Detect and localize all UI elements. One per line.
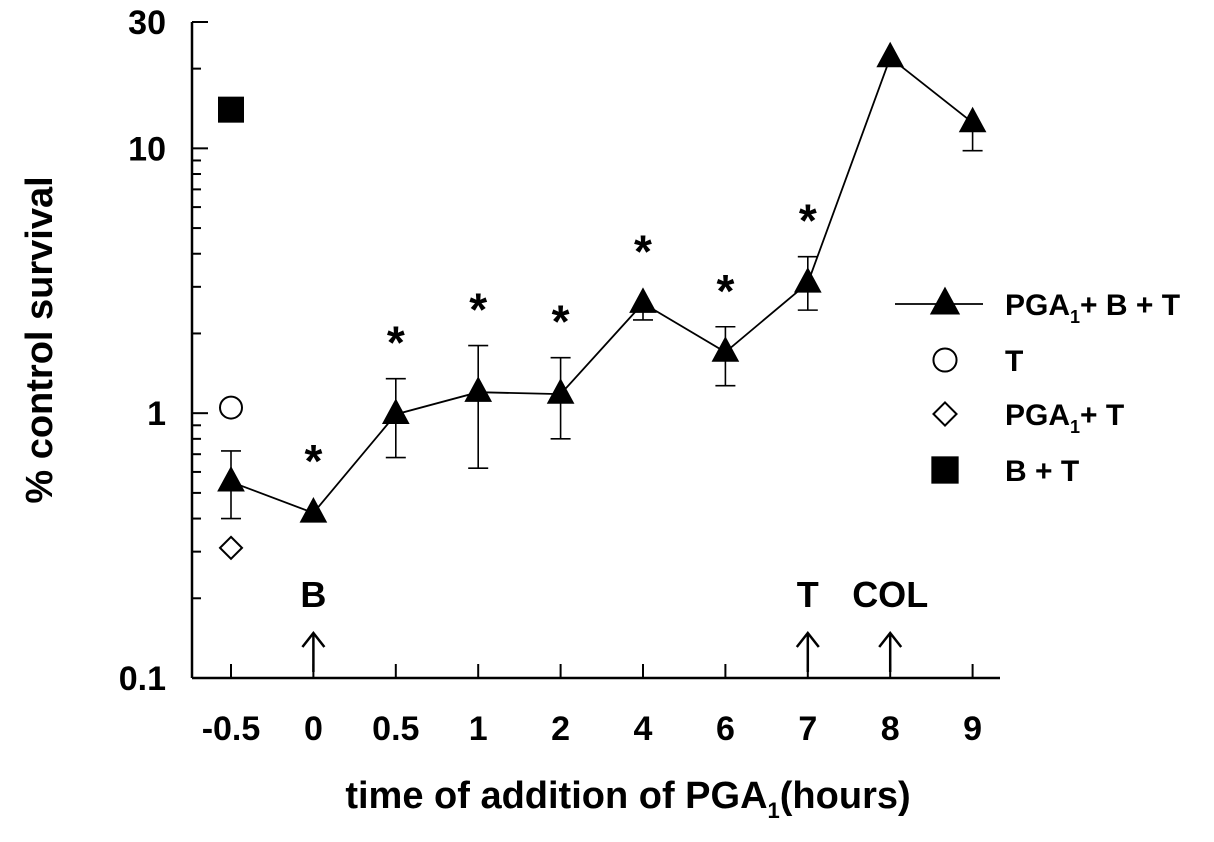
triangle-marker: [464, 376, 493, 402]
annotation-label: COL: [852, 574, 928, 615]
diamond-marker: [218, 535, 244, 561]
axes: [190, 22, 1000, 680]
triangle-marker: [793, 267, 822, 293]
triangle-marker: [299, 497, 328, 523]
annotation-b: B: [300, 574, 326, 672]
series-open-diamond: [218, 535, 244, 561]
x-tick-label: 4: [634, 710, 653, 748]
legend-item: PGA1+ T: [932, 399, 1124, 437]
series-filled-square: [218, 96, 244, 123]
x-tick-label: 7: [798, 710, 817, 748]
triangle-marker: [876, 41, 905, 68]
y-tick-label: 30: [128, 4, 166, 42]
significance-star: *: [469, 284, 487, 336]
x-tick-label: 0: [304, 710, 323, 748]
x-tick-label: 9: [963, 710, 982, 748]
y-axis-title: % control survival: [19, 176, 61, 503]
legend-label: PGA1+ T: [1005, 399, 1124, 437]
y-tick-label: 10: [128, 130, 166, 168]
series-layer: * * * * * * *: [217, 41, 987, 561]
annotations-layer: B T COL: [300, 574, 928, 672]
legend-item: T: [932, 345, 1023, 378]
significance-star: *: [634, 225, 652, 277]
legend-label: PGA1+ B + T: [1005, 289, 1180, 327]
significance-star: *: [304, 435, 322, 487]
triangle-marker: [711, 336, 740, 362]
annotation-col: COL: [852, 574, 928, 672]
x-axis-title-tail: (hours): [780, 775, 911, 817]
square-marker: [218, 96, 244, 123]
legend-label: B + T: [1005, 455, 1079, 488]
triangle-marker: [958, 106, 987, 133]
y-tick-label: 1: [147, 395, 166, 433]
triangle-marker: [546, 378, 575, 404]
series-line: [230, 56, 974, 515]
triangle-marker: [217, 466, 245, 492]
significance-star: *: [799, 195, 817, 247]
x-ticks: -0.5 0 0.5 1 2 4 6 7 8 9: [202, 664, 982, 748]
x-tick-label: 8: [881, 710, 900, 748]
series-filled-triangle: * * * * * * *: [217, 41, 987, 523]
x-tick-label: -0.5: [202, 710, 261, 748]
triangle-marker: [381, 398, 410, 424]
triangle-marker: [929, 286, 961, 315]
legend-item: B + T: [931, 455, 1079, 488]
legend-label: T: [1005, 345, 1023, 378]
y-ticks: 0.1 1 10 30: [119, 4, 208, 698]
x-tick-label: 2: [551, 710, 570, 748]
significance-star: *: [552, 296, 570, 348]
x-axis-title-main: time of addition of PGA: [345, 775, 767, 817]
x-tick-label: 1: [469, 710, 488, 748]
significance-star: *: [716, 265, 734, 317]
circle-marker: [219, 395, 243, 420]
annotation-t: T: [795, 574, 820, 672]
significance-star: *: [387, 317, 405, 369]
annotation-label: B: [300, 574, 326, 615]
x-tick-label: 6: [716, 710, 735, 748]
x-axis-title: time of addition of PGA1(hours): [345, 775, 910, 823]
legend-item: PGA1+ B + T: [895, 286, 1180, 327]
square-marker: [931, 456, 959, 484]
x-tick-label: 0.5: [372, 710, 419, 748]
annotation-label: T: [797, 574, 819, 615]
diamond-marker: [932, 401, 958, 427]
x-axis-title-subscript: 1: [768, 798, 780, 823]
annotation-arrow-head: [301, 630, 326, 648]
annotation-arrow-head: [795, 630, 820, 648]
annotation-arrow-head: [878, 630, 903, 648]
series-open-circle: [219, 395, 243, 420]
legend: PGA1+ B + T T PGA1+ T B + T: [895, 286, 1180, 488]
y-tick-label: 0.1: [119, 660, 166, 698]
circle-marker: [932, 347, 958, 373]
triangle-marker: [629, 287, 657, 313]
